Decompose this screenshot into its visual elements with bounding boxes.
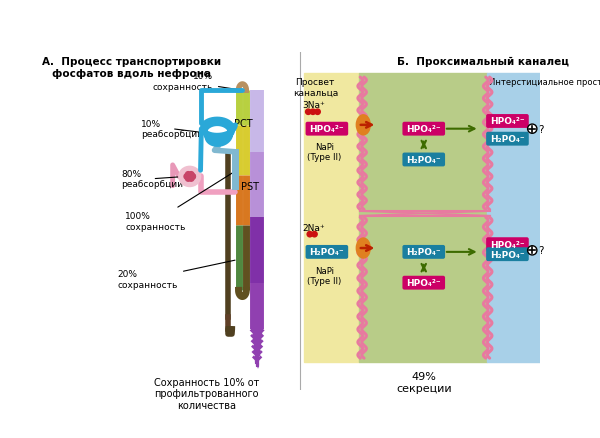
- FancyBboxPatch shape: [403, 276, 445, 290]
- FancyBboxPatch shape: [305, 123, 348, 136]
- Bar: [487, 74, 540, 362]
- Text: 20%
сохранность: 20% сохранность: [118, 261, 235, 289]
- Circle shape: [190, 174, 196, 180]
- FancyBboxPatch shape: [486, 132, 529, 146]
- Circle shape: [310, 110, 316, 115]
- FancyBboxPatch shape: [486, 115, 529, 129]
- Text: PST: PST: [241, 182, 259, 192]
- Text: Интерстициальное пространство: Интерстициальное пространство: [489, 78, 600, 87]
- Text: А.  Процесс транспортировки
фосфатов вдоль нефрона: А. Процесс транспортировки фосфатов вдол…: [42, 57, 221, 79]
- Text: H₂PO₄⁻: H₂PO₄⁻: [406, 155, 441, 165]
- Ellipse shape: [356, 238, 370, 258]
- Circle shape: [185, 172, 191, 177]
- Circle shape: [312, 232, 317, 237]
- Text: 100%
сохранность: 100% сохранность: [125, 173, 233, 231]
- Text: Сохранность 10% от
профильтрованного
количества: Сохранность 10% от профильтрованного кол…: [154, 377, 259, 410]
- Text: Просвет
канальца: Просвет канальца: [293, 78, 338, 97]
- Text: 3Na⁺: 3Na⁺: [302, 101, 325, 110]
- Text: H₂PO₄⁻: H₂PO₄⁻: [490, 250, 525, 259]
- Text: HPO₄²⁻: HPO₄²⁻: [310, 125, 344, 134]
- Circle shape: [305, 110, 311, 115]
- Circle shape: [188, 177, 194, 182]
- Text: H₂PO₄⁻: H₂PO₄⁻: [406, 248, 441, 257]
- Circle shape: [185, 177, 191, 182]
- Text: NaPi
(Type II): NaPi (Type II): [307, 142, 341, 162]
- Circle shape: [307, 232, 313, 237]
- Ellipse shape: [356, 116, 370, 135]
- Text: PCT: PCT: [234, 119, 253, 129]
- Text: или: или: [499, 130, 515, 139]
- Text: H₂PO₄⁻: H₂PO₄⁻: [490, 135, 525, 144]
- FancyBboxPatch shape: [403, 245, 445, 259]
- FancyBboxPatch shape: [305, 245, 348, 259]
- Circle shape: [315, 110, 320, 115]
- Text: HPO₄²⁻: HPO₄²⁻: [406, 125, 441, 134]
- FancyBboxPatch shape: [403, 153, 445, 167]
- Text: Б.  Проксимальный каналец: Б. Проксимальный каналец: [397, 57, 569, 67]
- Bar: [359, 74, 487, 362]
- Text: 2Na⁺: 2Na⁺: [302, 223, 325, 232]
- Ellipse shape: [178, 166, 202, 188]
- Circle shape: [527, 246, 537, 255]
- Text: H₂PO₄⁻: H₂PO₄⁻: [310, 248, 344, 257]
- Circle shape: [184, 174, 190, 180]
- Bar: [304, 74, 359, 362]
- Text: HPO₄²⁻: HPO₄²⁻: [406, 279, 441, 287]
- Text: 10%
сохранность: 10% сохранность: [152, 72, 239, 92]
- Text: 49%
секреции: 49% секреции: [396, 371, 452, 393]
- Text: 80%
реабсорбции: 80% реабсорбции: [121, 170, 184, 189]
- FancyBboxPatch shape: [486, 248, 529, 261]
- FancyBboxPatch shape: [403, 123, 445, 136]
- Text: HPO₄²⁻: HPO₄²⁻: [490, 117, 525, 126]
- Text: ?: ?: [538, 246, 544, 256]
- Circle shape: [188, 172, 194, 177]
- Text: HPO₄²⁻: HPO₄²⁻: [490, 240, 525, 249]
- Circle shape: [527, 125, 537, 134]
- FancyBboxPatch shape: [486, 238, 529, 251]
- Text: 10%
реабсорбции: 10% реабсорбции: [141, 120, 203, 139]
- Text: ?: ?: [538, 124, 544, 134]
- Circle shape: [190, 174, 196, 180]
- Text: NaPi
(Type II): NaPi (Type II): [307, 266, 341, 286]
